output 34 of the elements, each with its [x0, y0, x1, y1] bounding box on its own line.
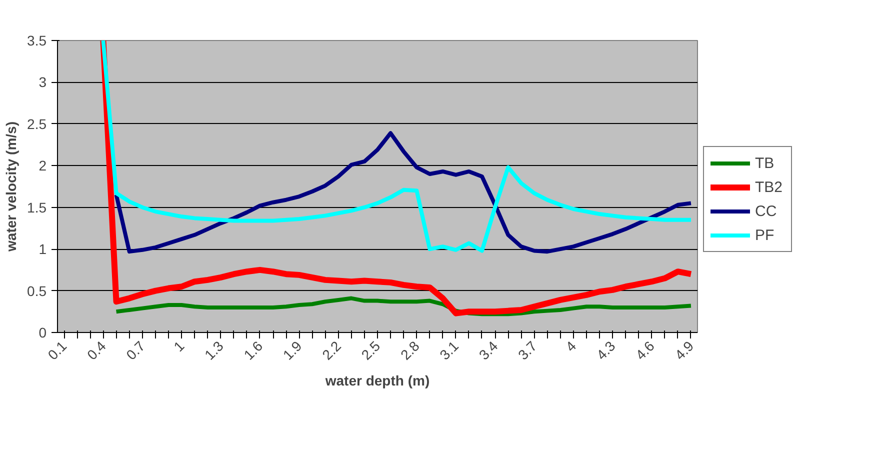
y-tick-label: 1 — [38, 241, 47, 258]
x-tick-label: 2.2 — [318, 338, 344, 363]
x-tick-label: 1.6 — [240, 338, 266, 363]
y-tick-label: 3.5 — [27, 32, 47, 48]
x-tick-label: 0.1 — [44, 338, 70, 363]
line-series — [114, 131, 693, 254]
y-tick-label: 0 — [38, 324, 47, 340]
x-tick-label: 4.9 — [672, 338, 697, 363]
line-series — [114, 296, 693, 316]
line-series — [101, 40, 693, 253]
x-tick-label: 3.1 — [436, 338, 462, 363]
y-tick-label: 3 — [38, 74, 47, 90]
x-tick-label: 1 — [170, 338, 188, 355]
x-tick-label: 3.7 — [514, 338, 540, 363]
x-tick-label: 4 — [562, 338, 580, 355]
x-tick-label: 1.9 — [280, 338, 305, 363]
x-tick-label: 0.7 — [122, 338, 148, 363]
legend-label: TB — [755, 154, 776, 172]
x-tick-label: 1.3 — [201, 338, 227, 363]
y-axis-title: water velocity (m/s) — [3, 122, 20, 252]
x-axis-title: water depth (m) — [324, 372, 430, 388]
x-tick-label: 0.4 — [84, 338, 110, 363]
x-tick-label: 3.4 — [476, 338, 501, 363]
x-tick-label: 2.8 — [397, 338, 422, 363]
y-tick-label: 1.5 — [27, 199, 47, 216]
y-tick-label: 0.5 — [27, 282, 47, 299]
x-tick-label: 4.3 — [593, 338, 618, 363]
x-tick-label: 2.5 — [358, 338, 384, 363]
legend-label: PF — [755, 226, 776, 244]
legend-label: TB2 — [755, 178, 784, 196]
y-tick-label: 2.5 — [27, 116, 47, 132]
y-tick-label: 2 — [38, 158, 47, 174]
x-tick-label: 4.6 — [632, 338, 658, 363]
legend-label: CC — [755, 202, 778, 220]
